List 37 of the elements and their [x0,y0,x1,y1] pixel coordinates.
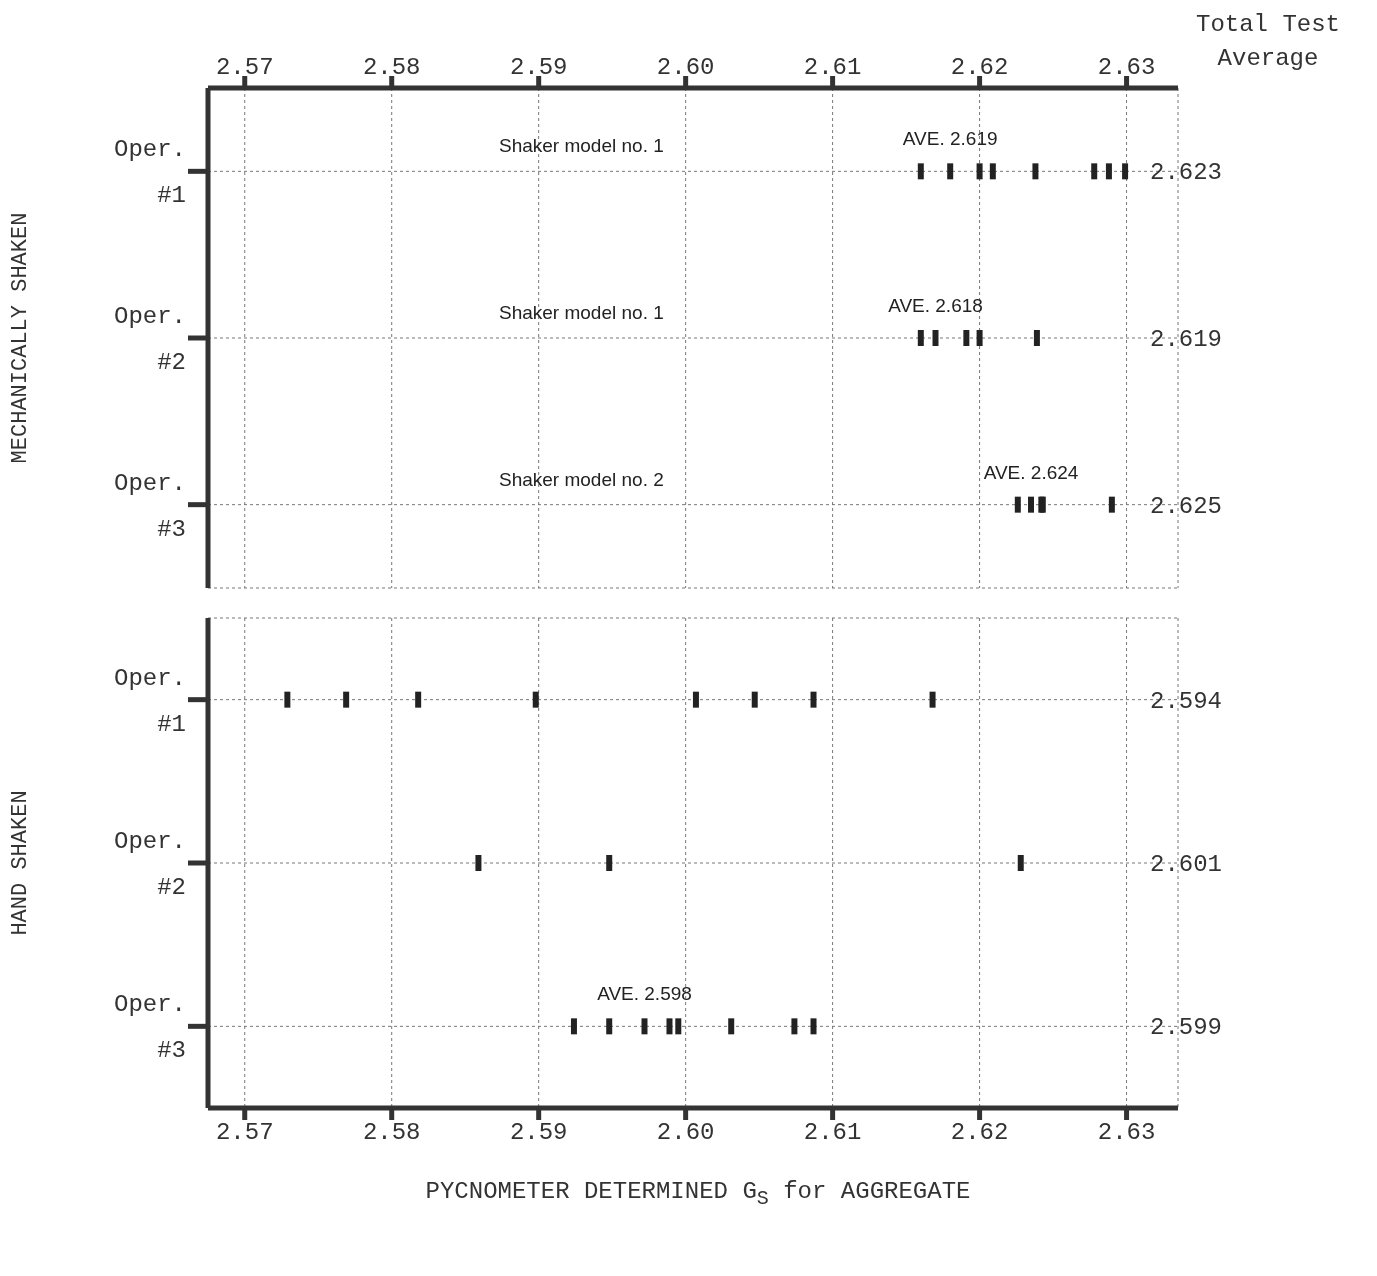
annotation: Shaker model no. 2 [499,468,664,491]
y2-tick-label: 2.625 [1149,492,1223,520]
x-tick-label: 2.62 [950,54,1009,81]
x-tick-label: 2.58 [362,1119,421,1147]
y-tick-label: Oper. #1 [113,664,186,738]
y-tick-label: Oper. #1 [113,136,186,210]
x-tick-label: 2.63 [1097,54,1156,81]
annotation: AVE. 2.618 [888,295,983,316]
x-tick-label: 2.57 [215,1119,274,1147]
x-tick-label: 2.57 [215,54,274,81]
annotation: AVE. 2.598 [597,983,692,1005]
x-axis-title: PYCNOMETER DETERMINED G$_{S}$ for AGGREGATE [424,1178,972,1210]
x-tick-label: 2.59 [509,1119,568,1147]
x-tick-label: 2.63 [1097,1119,1156,1147]
annotation: AVE. 2.624 [983,461,1079,483]
x-tick-label: 2.60 [656,1119,715,1147]
y2-tick-label: 2.601 [1149,851,1223,878]
x-tick-label: 2.60 [656,54,715,81]
y-tick-label: Oper. #2 [113,828,186,901]
y-axis-title: HAND SHAKEN [7,790,33,936]
y2-tick-label: 2.599 [1149,1014,1223,1042]
annotation: AVE. 2.619 [902,128,998,150]
x-tick-label: 2.58 [362,54,421,81]
y-tick-label: Oper. #3 [113,991,186,1065]
y-tick-label: Oper. #3 [113,469,186,543]
y2-tick-label: 2.623 [1149,159,1223,187]
x-tick-label: 2.62 [950,1119,1009,1147]
x-tick-label: 2.59 [509,54,568,81]
y2-axis-title: Total Test Average [1195,10,1341,74]
x-tick-label: 2.61 [803,54,862,81]
y2-tick-label: 2.594 [1149,687,1223,715]
y-axis-title: MECHANICALLY SHAKEN [7,212,33,464]
annotation: Shaker model no. 1 [499,302,664,324]
y-tick-label: Oper. #2 [113,303,186,376]
annotation: Shaker model no. 1 [499,135,664,158]
x-tick-label: 2.61 [803,1119,862,1147]
y2-tick-label: 2.619 [1149,326,1223,353]
